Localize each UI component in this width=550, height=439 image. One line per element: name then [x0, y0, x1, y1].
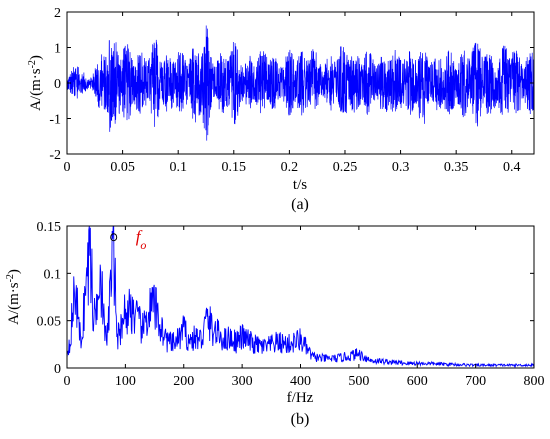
- a-xtick-label: 0.15: [222, 160, 247, 175]
- peak-marker: [110, 233, 118, 242]
- b-xtick-label: 300: [232, 374, 253, 389]
- b-xtick-label: 400: [290, 374, 311, 389]
- a-ytick-label: 1: [54, 42, 61, 57]
- a-xtick-label: 0.1: [169, 160, 187, 175]
- y-axis-label-b: A/(m·s-2): [5, 269, 23, 325]
- a-xtick-label: 0.25: [333, 160, 358, 175]
- a-xtick-label: 0: [64, 160, 71, 175]
- b-ytick-label: 0.1: [44, 267, 62, 282]
- a-ytick-label: 2: [54, 6, 61, 21]
- a-xtick-label: 0.05: [110, 160, 135, 175]
- spectrum-plot: [66, 225, 535, 368]
- b-xtick-label: 700: [465, 374, 486, 389]
- a-xtick-label: 0.3: [392, 160, 410, 175]
- a-ytick-label: -1: [49, 113, 61, 128]
- axes-frame-b: [66, 225, 535, 369]
- b-xtick-label: 0: [64, 374, 71, 389]
- a-xtick-label: 0.4: [503, 160, 521, 175]
- y-ticks-b: 0 0.05 0.1 0.15: [37, 220, 534, 377]
- b-xtick-label: 100: [115, 374, 136, 389]
- peak-annotation: fo: [136, 227, 147, 252]
- signal-series: [66, 25, 535, 141]
- a-xtick-label: 0.2: [281, 160, 299, 175]
- x-ticks-b: 0 100 200 300 400 500 600 700 800: [64, 226, 545, 389]
- panel-a: 0 0.05 0.1 0.15 0.2 0.25 0.3 0.35 0.4 -2 -1 0 1 2 t/…: [27, 6, 535, 213]
- x-axis-label-a: t/s: [293, 177, 307, 193]
- b-ytick-label: 0: [54, 362, 61, 377]
- a-xtick-label: 0.35: [444, 160, 469, 175]
- b-xtick-label: 200: [173, 374, 194, 389]
- panel-label-a: (a): [291, 196, 309, 213]
- a-ytick-label: -2: [49, 148, 61, 163]
- b-xtick-label: 500: [348, 374, 369, 389]
- a-ytick-label: 0: [54, 77, 61, 92]
- panel-b: 0 100 200 300 400 500 600 700 800 0 0.05 0.1 0.15 f…: [5, 220, 545, 428]
- panel-label-b: (b): [291, 411, 310, 428]
- spectrum-series: [66, 225, 535, 368]
- x-axis-label-b: f/Hz: [287, 390, 314, 406]
- b-ytick-label: 0.05: [37, 315, 62, 330]
- y-ticks-a: -2 -1 0 1 2: [49, 6, 534, 163]
- b-xtick-label: 600: [407, 374, 428, 389]
- time-signal-plot: [66, 25, 535, 141]
- x-ticks-a: 0 0.05 0.1 0.15 0.2 0.25 0.3 0.35 0.4: [64, 12, 521, 175]
- b-ytick-label: 0.15: [37, 220, 62, 235]
- y-axis-label-a: A/(m·s-2): [27, 55, 45, 111]
- b-xtick-label: 800: [524, 374, 545, 389]
